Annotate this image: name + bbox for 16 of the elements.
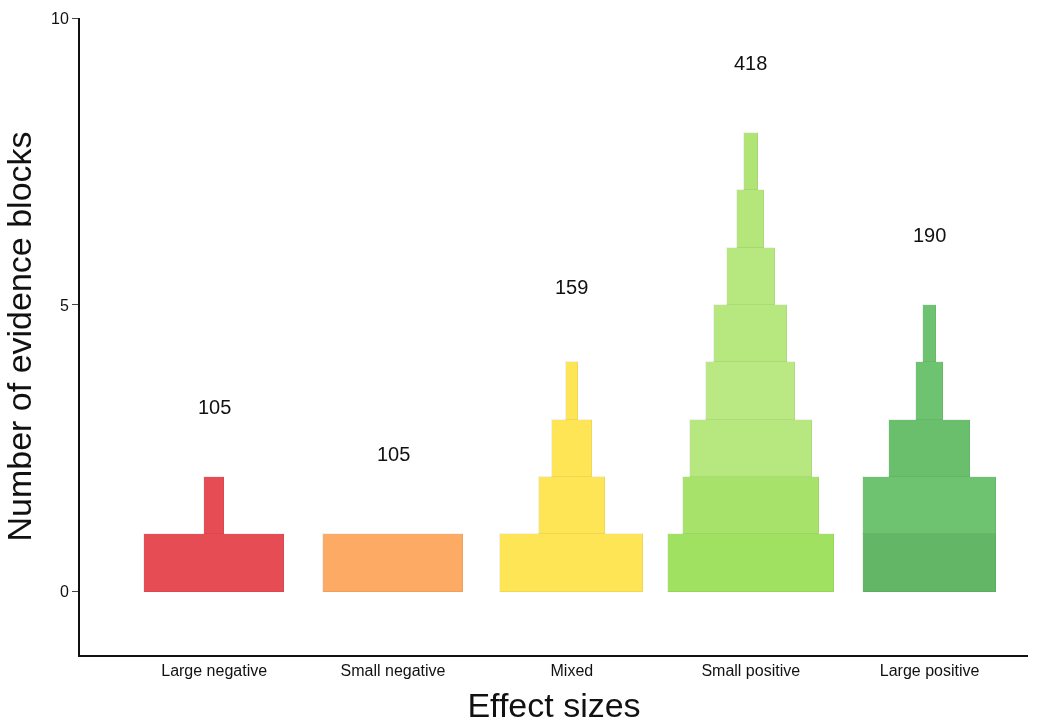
y-tick-label: 10: [51, 9, 69, 27]
x-tick-label: Small negative: [340, 662, 446, 680]
y-tick-label: 5: [59, 296, 69, 314]
annotation: 190: [913, 224, 947, 246]
annotation: 105: [377, 443, 411, 465]
annotation: 418: [734, 52, 768, 74]
y-tick-label: 0: [59, 583, 69, 601]
x-tick-label: Mixed: [550, 662, 594, 680]
bar: [322, 533, 463, 592]
x-axis-title: Effect sizes: [467, 686, 641, 724]
annotation: 159: [555, 276, 589, 298]
y-axis-title: Number of evidence blocks: [0, 131, 38, 542]
x-tick-label: Large negative: [161, 662, 268, 680]
x-tick-label: Large positive: [879, 662, 980, 680]
annotation: 105: [198, 396, 232, 418]
x-tick-label: Small positive: [701, 662, 801, 680]
